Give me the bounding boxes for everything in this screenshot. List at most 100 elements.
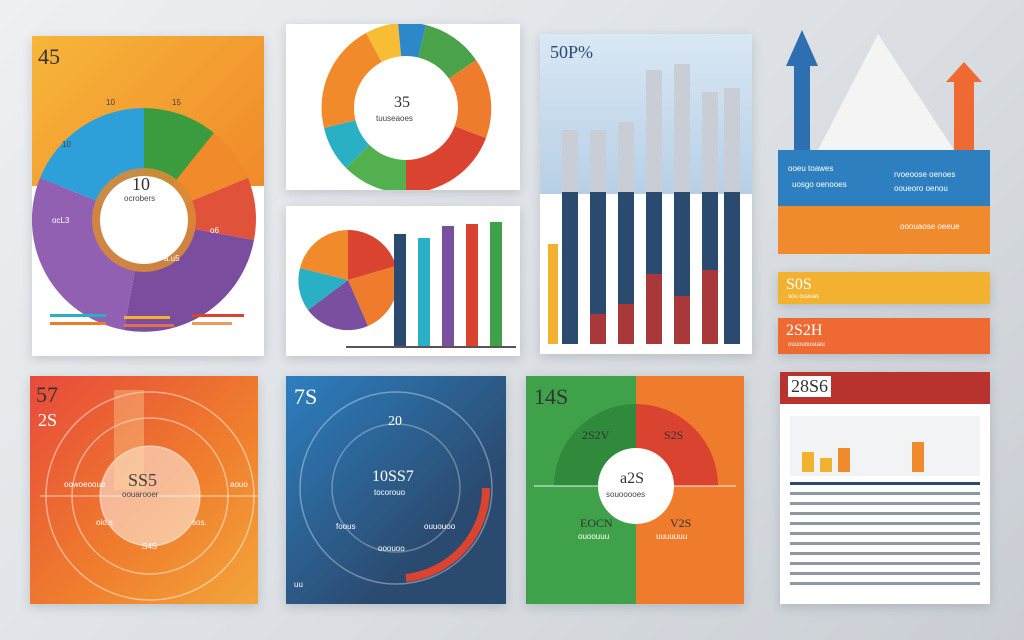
bar-ghost	[724, 88, 740, 192]
donut-chart-card: 35 tuuseaoes	[286, 24, 520, 190]
arrows-card: ooeu toawes uosgo oenooes rvoeoose oenoe…	[778, 26, 990, 254]
corner-value: 7S	[294, 384, 318, 409]
text-line	[790, 482, 980, 485]
gauge-top-value: 20	[388, 414, 402, 429]
bar	[466, 224, 478, 346]
quadrant-chart	[526, 376, 744, 604]
document-body	[790, 416, 980, 585]
radial-chart	[40, 390, 258, 601]
corner-value: 57	[36, 382, 58, 407]
quadrant-card: 14S 2S2V S2S a2S souooooes EOCN ouoouuu …	[526, 376, 744, 604]
legend-line	[124, 316, 170, 319]
text-line	[790, 572, 980, 575]
gauge-chart	[299, 391, 493, 585]
quadrant-label: 2S2V	[582, 428, 610, 442]
arrow-up-orange-icon	[946, 62, 982, 150]
segment-label: o6	[210, 226, 219, 235]
ring-label: oio.s	[96, 518, 113, 527]
bar	[394, 234, 406, 346]
bar-value: 2S2H	[786, 322, 823, 339]
pie-bar-card	[286, 206, 520, 356]
legend-line	[50, 314, 106, 317]
bar	[838, 448, 850, 472]
bar	[702, 270, 718, 344]
segment-label: ocL3	[52, 216, 70, 225]
bar-group	[590, 270, 718, 344]
segment-label: 10	[62, 140, 71, 149]
pie-chart	[32, 107, 256, 332]
info-band-blue	[778, 150, 990, 206]
center-caption: tuuseaoes	[376, 114, 413, 123]
segment-label: 15	[172, 98, 181, 107]
text-line	[790, 552, 980, 555]
gauge-card: 7S 20 10SS7 tocorouo foous ouuouoo ooouo…	[286, 376, 506, 604]
gauge-arc	[405, 487, 491, 582]
legend-line	[50, 322, 106, 325]
quadrant-label: S2S	[664, 428, 684, 442]
document-title: 28S6	[788, 376, 832, 397]
ring-label: oowoeooue	[64, 480, 106, 489]
ring-label: sos.	[192, 518, 207, 527]
arrows-graphic	[778, 30, 990, 254]
document-card: 28S6	[780, 372, 990, 604]
bar	[820, 458, 832, 472]
pie-slice	[348, 230, 396, 280]
ring-label: S4S	[142, 542, 158, 551]
bar	[674, 296, 690, 344]
legend-line	[124, 324, 174, 327]
text-line	[790, 502, 980, 505]
bar-chart-card: 50P%	[540, 34, 752, 354]
corner-value: 14S	[534, 384, 569, 409]
quadrant-label: V2S	[670, 516, 692, 530]
orange-info-bar: 2S2H ouuououuuau	[778, 318, 990, 354]
gauge-label: ooouoo	[378, 544, 405, 553]
bar-value: S0S	[786, 276, 812, 293]
pie-slice	[348, 266, 399, 326]
info-label: ooueoro oenou	[894, 184, 948, 193]
text-line	[790, 542, 980, 545]
legend-line	[192, 322, 232, 325]
bar-ghost	[618, 122, 634, 192]
bar	[802, 452, 814, 472]
pie-chart-card: 45 10 15 10 10 ocrobers ocL3 a.u5 o6	[32, 36, 264, 356]
bar	[912, 442, 924, 472]
ring-label: aouo	[230, 480, 248, 489]
bar-ghost	[590, 130, 606, 192]
donut-chart	[321, 24, 492, 190]
info-label: ooouaose oeeue	[900, 222, 960, 231]
bar	[490, 222, 502, 346]
bar	[418, 238, 430, 346]
quadrant-label: EOCN	[580, 516, 613, 530]
center-caption: tocorouo	[374, 488, 406, 497]
text-line	[790, 492, 980, 495]
center-value: 10SS7	[372, 468, 414, 485]
arrow-up-blue-icon	[786, 30, 818, 150]
quadrant-caption: uuuuuuu	[656, 532, 688, 541]
pie-slice	[298, 268, 348, 310]
chart-title: 50P%	[550, 42, 594, 62]
bar	[724, 192, 740, 344]
pie-slice	[300, 230, 348, 280]
text-line	[790, 562, 980, 565]
corner-caption: uu	[294, 580, 303, 589]
highlight-bar	[114, 390, 144, 490]
center-value: SS5	[128, 470, 158, 490]
bar	[590, 192, 606, 344]
pie-bar-chart	[298, 222, 516, 348]
bar	[618, 304, 634, 344]
baseline	[346, 346, 516, 348]
bar-ghost	[702, 92, 718, 192]
yellow-info-bar: S0S sou ouauas	[778, 272, 990, 304]
info-band-orange	[778, 206, 990, 254]
mountain-icon	[818, 34, 954, 150]
text-line	[790, 532, 980, 535]
quadrant-caption: ouoouuu	[578, 532, 610, 541]
segment-label: a.u5	[164, 254, 180, 263]
corner-value: 45	[38, 44, 60, 69]
center-caption: ocrobers	[124, 194, 156, 203]
radial-orange-card: 57 2S SS5 oouarooer oowoeooue oio.s sos.…	[30, 376, 258, 604]
center-value: 35	[394, 94, 410, 111]
bar-caption: sou ouauas	[788, 294, 820, 300]
bar	[548, 244, 558, 344]
pie-slice	[308, 280, 368, 331]
